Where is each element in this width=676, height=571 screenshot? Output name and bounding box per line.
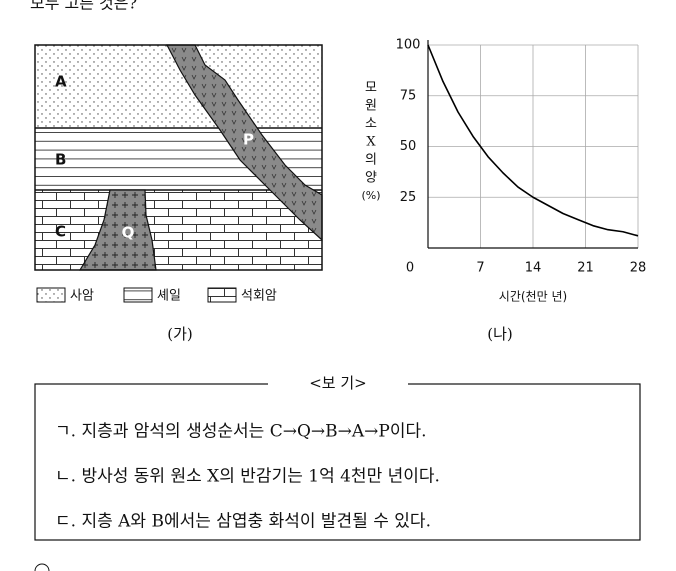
box-item: ㄱ. 지층과 암석의 생성순서는 C→Q→B→A→P이다. xyxy=(55,422,427,442)
y-axis-label: 소 xyxy=(365,117,377,132)
label-c: C xyxy=(55,223,66,241)
label-b: B xyxy=(55,151,66,169)
legend-label: 석회암 xyxy=(241,289,277,304)
x-tick-label: 7 xyxy=(476,261,484,276)
caption: (나) xyxy=(487,325,513,343)
y-tick-label: 50 xyxy=(400,139,417,154)
box-item: ㄷ. 지층 A와 B에서는 삼엽충 화석이 발견될 수 있다. xyxy=(55,512,431,532)
y-axis-label: 원 xyxy=(365,99,377,114)
x-tick-label: 14 xyxy=(525,261,542,276)
layer-c xyxy=(35,190,322,270)
legend-label: 셰일 xyxy=(157,289,181,304)
x-tick-label: 28 xyxy=(630,261,647,276)
y-axis-label: 양 xyxy=(365,171,377,186)
box-title: <보 기> xyxy=(309,374,367,392)
y-tick-label: 100 xyxy=(396,38,421,53)
y-axis-label: 의 xyxy=(365,153,377,168)
caption: (가) xyxy=(167,325,193,343)
header-text: 모두 고른 것은? xyxy=(30,0,137,13)
x-tick-label: 0 xyxy=(406,261,414,276)
y-axis-label: 모 xyxy=(365,81,377,96)
x-tick-label: 21 xyxy=(577,261,594,276)
label-q: Q xyxy=(122,224,135,242)
y-axis-label: (%) xyxy=(361,189,380,202)
decay-curve xyxy=(427,44,639,237)
y-axis-label: X xyxy=(366,135,376,150)
label-a: A xyxy=(55,73,67,91)
label-p: P xyxy=(243,131,254,149)
choice-marker xyxy=(34,563,50,571)
y-tick-label: 25 xyxy=(400,190,417,205)
legend-label: 사암 xyxy=(70,289,94,304)
x-axis-label: 시간(천만 년) xyxy=(499,289,567,304)
box-item: ㄴ. 방사성 동위 원소 X의 반감기는 1억 4천만 년이다. xyxy=(55,467,440,487)
y-tick-label: 75 xyxy=(400,88,417,103)
cross-section: A B C P Q 사암 셰일 석회암 (가) xyxy=(34,44,323,343)
